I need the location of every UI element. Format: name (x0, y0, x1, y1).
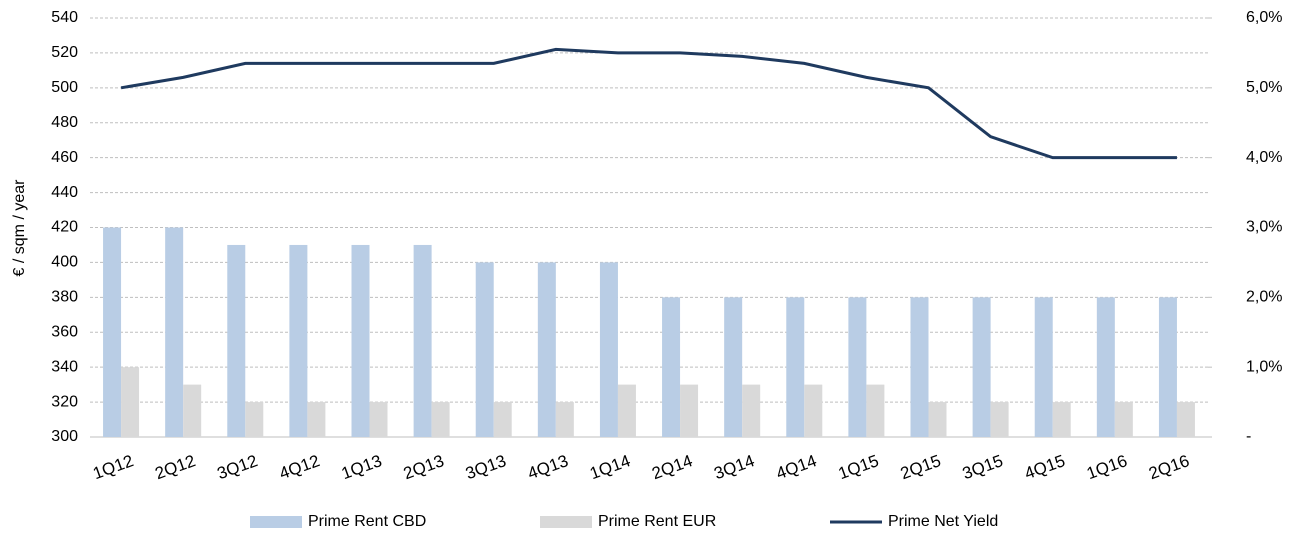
x-tick-label: 4Q12 (277, 451, 323, 483)
bar (848, 297, 867, 437)
bar (742, 384, 761, 437)
bar (804, 384, 823, 437)
bar (1052, 402, 1071, 437)
bar (1114, 402, 1133, 437)
legend-label: Prime Rent CBD (308, 513, 426, 530)
x-tick-label: 1Q15 (836, 451, 882, 483)
y-tick-label: 480 (51, 114, 78, 131)
x-tick-label: 1Q12 (90, 451, 136, 483)
bar (183, 384, 202, 437)
x-tick-label: 3Q15 (960, 451, 1006, 483)
y2-tick-label: 2,0% (1246, 289, 1282, 306)
legend-label: Prime Rent EUR (598, 513, 716, 530)
bar (245, 402, 264, 437)
y-tick-label: 380 (51, 289, 78, 306)
bar (680, 384, 699, 437)
y2-tick-label: 4,0% (1246, 149, 1282, 166)
bar (431, 402, 450, 437)
y2-tick-label: 5,0% (1246, 79, 1282, 96)
x-tick-label: 1Q13 (339, 451, 385, 483)
bar (866, 384, 885, 437)
y-tick-label: 520 (51, 44, 78, 61)
x-tick-label: 2Q16 (1146, 451, 1192, 483)
bar (972, 297, 991, 437)
bar (537, 262, 556, 437)
bar (493, 402, 512, 437)
y-tick-label: 420 (51, 219, 78, 236)
y-tick-label: 440 (51, 184, 78, 201)
x-tick-label: 2Q13 (401, 451, 447, 483)
bar (990, 402, 1009, 437)
bar (121, 367, 140, 437)
bar (369, 402, 388, 437)
x-tick-label: 3Q14 (711, 451, 757, 483)
y-tick-label: 540 (51, 9, 78, 26)
legend-label: Prime Net Yield (888, 513, 998, 530)
bar (662, 297, 681, 437)
bar (910, 297, 929, 437)
bar (165, 227, 184, 437)
bar (1158, 297, 1177, 437)
bar (103, 227, 122, 437)
bar (1176, 402, 1195, 437)
x-tick-label: 1Q14 (587, 451, 633, 483)
x-tick-label: 1Q16 (1084, 451, 1130, 483)
bar (599, 262, 618, 437)
bar (786, 297, 805, 437)
x-tick-label: 3Q13 (463, 451, 509, 483)
y2-tick-label: 3,0% (1246, 219, 1282, 236)
bar (1034, 297, 1053, 437)
x-tick-label: 4Q13 (525, 451, 571, 483)
legend-swatch (540, 516, 592, 528)
bar (413, 244, 432, 437)
y-tick-label: 320 (51, 393, 78, 410)
bar (307, 402, 326, 437)
bar (724, 297, 743, 437)
y-tick-label: 340 (51, 358, 78, 375)
y2-tick-label: 6,0% (1246, 9, 1282, 26)
x-tick-label: 4Q15 (1022, 451, 1068, 483)
y2-tick-label: 1,0% (1246, 358, 1282, 375)
line (120, 47, 1177, 160)
x-tick-label: 4Q14 (774, 451, 820, 483)
y-axis-label: € / sqm / year (11, 179, 28, 277)
x-tick-label: 3Q12 (215, 451, 261, 483)
y2-tick-label: - (1246, 428, 1251, 445)
y-tick-label: 460 (51, 149, 78, 166)
y-tick-label: 300 (51, 428, 78, 445)
bar (475, 262, 494, 437)
x-tick-label: 2Q12 (152, 451, 198, 483)
bar (227, 244, 246, 437)
legend-swatch (250, 516, 302, 528)
bar (1096, 297, 1115, 437)
bar (928, 402, 947, 437)
bar (289, 244, 308, 437)
x-tick-label: 2Q15 (898, 451, 944, 483)
y-tick-label: 360 (51, 323, 78, 340)
y-tick-label: 400 (51, 254, 78, 271)
y-tick-label: 500 (51, 79, 78, 96)
bar (555, 402, 574, 437)
bar (617, 384, 636, 437)
x-tick-label: 2Q14 (649, 451, 695, 483)
bar (351, 244, 370, 437)
